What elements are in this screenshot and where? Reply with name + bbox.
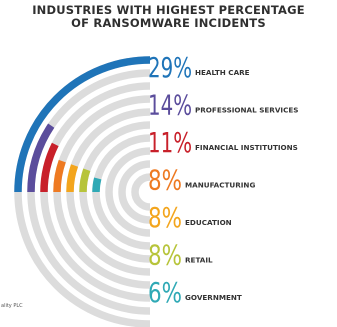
ring-track — [53, 95, 151, 289]
category-label: HEALTH CARE — [195, 68, 250, 77]
chart-title: INDUSTRIES WITH HIGHEST PERCENTAGE OF RA… — [0, 4, 337, 30]
category-label: RETAIL — [185, 256, 213, 265]
source-credit: ality PLC — [1, 303, 23, 309]
ring-track — [40, 82, 151, 302]
ring-bar-government — [92, 177, 102, 193]
ring-track — [131, 173, 151, 211]
value-label: 8% — [148, 239, 182, 272]
ring-track — [118, 160, 151, 224]
ring-bar-health-care — [14, 56, 151, 193]
chart-title-line-1: INDUSTRIES WITH HIGHEST PERCENTAGE — [32, 3, 305, 17]
ring-track — [105, 147, 151, 237]
ring-bar-professional-services — [27, 123, 55, 193]
category-label: MANUFACTURING — [185, 181, 255, 190]
value-label: 8% — [148, 201, 182, 234]
category-label: EDUCATION — [185, 218, 232, 227]
value-label: 14% — [148, 89, 192, 122]
value-label: 29% — [148, 51, 192, 84]
category-label: GOVERNMENT — [185, 293, 242, 302]
chart-title-line-2: OF RANSOMWARE INCIDENTS — [71, 16, 266, 30]
ring-track — [79, 121, 151, 263]
ring-bar-manufacturing — [53, 159, 66, 193]
ring-bar-retail — [79, 168, 91, 193]
value-label: 8% — [148, 164, 182, 197]
value-label: 6% — [148, 276, 182, 309]
value-label: 11% — [148, 126, 192, 159]
category-label: FINANCIAL INSTITUTIONS — [195, 143, 298, 152]
ring-bar-education — [66, 164, 79, 193]
category-label: PROFESSIONAL SERVICES — [195, 106, 298, 115]
ring-bar-financial-institutions — [40, 142, 59, 193]
